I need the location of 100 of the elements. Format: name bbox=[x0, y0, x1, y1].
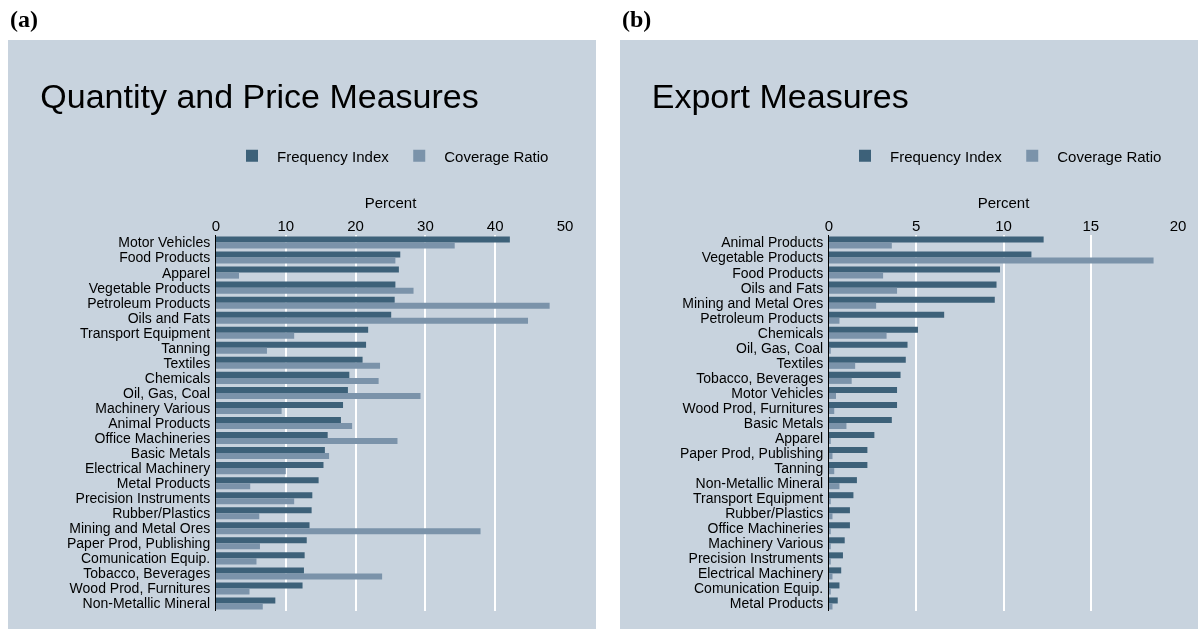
y-tick-label: Chemicals bbox=[144, 369, 211, 386]
bar bbox=[216, 407, 282, 414]
y-tick-label: Transport Equipment bbox=[692, 490, 824, 507]
bar bbox=[216, 498, 295, 505]
bar bbox=[829, 392, 836, 399]
bar bbox=[216, 453, 330, 460]
y-tick-label: Paper Prod, Publishing bbox=[67, 535, 211, 552]
bar bbox=[216, 552, 305, 559]
y-tick-label: Oils and Fats bbox=[740, 279, 824, 296]
chart-title: Quantity and Price Measures bbox=[40, 76, 479, 115]
bar bbox=[216, 492, 313, 499]
y-tick-label: Metal Products bbox=[116, 475, 211, 492]
bar bbox=[216, 416, 341, 423]
x-tick-label: 30 bbox=[417, 217, 434, 234]
bar bbox=[829, 386, 898, 393]
bar bbox=[829, 567, 842, 574]
bar bbox=[216, 311, 392, 318]
bar bbox=[829, 401, 898, 408]
bar bbox=[829, 423, 847, 430]
bar bbox=[216, 558, 257, 565]
bar bbox=[829, 302, 877, 309]
bar bbox=[216, 386, 348, 393]
bar bbox=[829, 296, 995, 303]
bar bbox=[216, 287, 414, 294]
x-tick-label: 10 bbox=[995, 217, 1012, 234]
x-tick-label: 20 bbox=[347, 217, 364, 234]
y-tick-label: Office Machineries bbox=[94, 429, 211, 446]
bar bbox=[216, 462, 324, 469]
bar bbox=[829, 356, 906, 363]
bar bbox=[216, 362, 381, 369]
bar bbox=[216, 543, 260, 550]
y-tick-label: Machinery Various bbox=[95, 399, 211, 416]
y-tick-label: Animal Products bbox=[721, 234, 824, 251]
legend-label: Coverage Ratio bbox=[444, 147, 549, 165]
bar bbox=[216, 332, 295, 339]
bar bbox=[829, 332, 887, 339]
y-tick-label: Oil, Gas, Coal bbox=[736, 339, 824, 356]
bar bbox=[216, 236, 510, 243]
bar bbox=[829, 483, 840, 490]
bar bbox=[216, 447, 325, 454]
bar bbox=[829, 281, 997, 288]
bar bbox=[216, 341, 367, 348]
y-tick-label: Tobacco, Beverages bbox=[83, 565, 211, 582]
bar bbox=[829, 407, 835, 414]
x-tick-label: 0 bbox=[824, 217, 834, 234]
y-tick-label: Transport Equipment bbox=[79, 324, 211, 341]
bar bbox=[216, 257, 396, 264]
legend-label: Frequency Index bbox=[890, 147, 1003, 165]
bar bbox=[216, 371, 350, 378]
bar bbox=[216, 281, 396, 288]
bar bbox=[216, 477, 319, 484]
y-tick-label: Rubber/Plastics bbox=[112, 505, 211, 522]
bar bbox=[216, 573, 383, 580]
y-tick-label: Textiles bbox=[776, 354, 824, 371]
bar bbox=[829, 326, 918, 333]
bar bbox=[216, 392, 421, 399]
y-tick-label: Basic Metals bbox=[130, 444, 211, 461]
bar bbox=[829, 266, 1001, 273]
y-tick-label: Precision Instruments bbox=[688, 550, 824, 567]
bar bbox=[829, 287, 898, 294]
bar bbox=[829, 447, 868, 454]
y-tick-label: Motor Vehicles bbox=[118, 234, 211, 251]
bar bbox=[829, 242, 892, 249]
y-tick-label: Chemicals bbox=[757, 324, 824, 341]
bar bbox=[829, 507, 850, 514]
text: (a) bbox=[10, 6, 38, 33]
bar bbox=[216, 296, 395, 303]
x-tick-label: 10 bbox=[277, 217, 295, 234]
bar bbox=[829, 462, 868, 469]
bar bbox=[829, 597, 838, 604]
bar bbox=[829, 582, 840, 589]
bar bbox=[829, 552, 843, 559]
bar bbox=[216, 588, 250, 595]
x-tick-label: 50 bbox=[556, 217, 574, 234]
bar bbox=[829, 371, 901, 378]
bar bbox=[829, 537, 845, 544]
x-tick-label: 40 bbox=[486, 217, 504, 234]
x-tick-label: 20 bbox=[1169, 217, 1187, 234]
bar bbox=[216, 272, 240, 279]
bar bbox=[216, 302, 550, 309]
bar bbox=[829, 432, 875, 439]
y-tick-label: Wood Prod, Furnitures bbox=[69, 580, 211, 597]
bar bbox=[216, 468, 286, 475]
y-tick-label: Food Products bbox=[119, 249, 211, 266]
y-tick-label: Non-Metallic Mineral bbox=[82, 595, 211, 612]
bar bbox=[829, 317, 840, 324]
bar bbox=[216, 326, 369, 333]
y-tick-label: Food Products bbox=[732, 264, 824, 281]
bar bbox=[216, 522, 310, 529]
legend-label: Coverage Ratio bbox=[1057, 147, 1162, 165]
y-tick-label: Comunication Equip. bbox=[694, 580, 824, 597]
x-tick-label: 5 bbox=[912, 217, 921, 234]
bar bbox=[829, 236, 1044, 243]
y-tick-label: Oils and Fats bbox=[127, 309, 211, 326]
bar bbox=[216, 432, 328, 439]
x-tick-label: 0 bbox=[211, 217, 221, 234]
bar bbox=[216, 597, 276, 604]
y-tick-label: Electrical Machinery bbox=[697, 565, 824, 582]
y-tick-label: Comunication Equip. bbox=[81, 550, 211, 567]
bar bbox=[829, 492, 854, 499]
